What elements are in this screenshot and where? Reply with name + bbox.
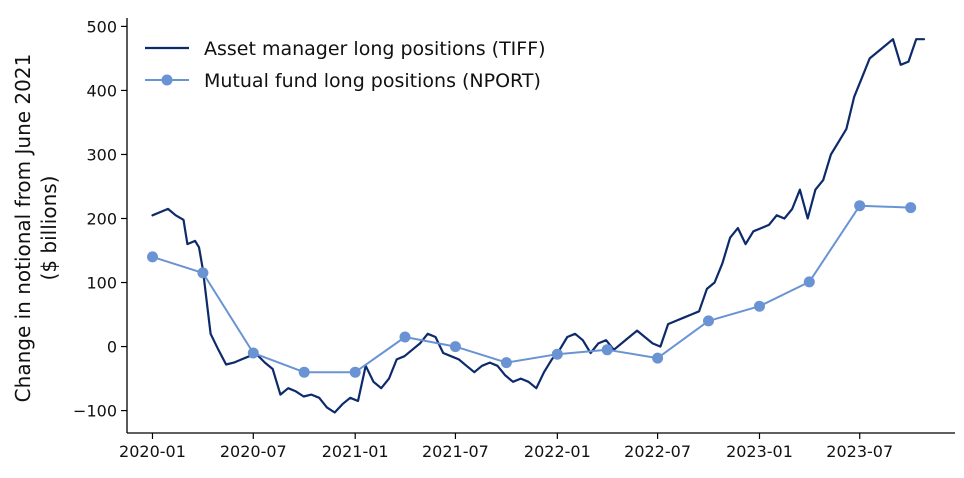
legend-label: Asset manager long positions (TIFF): [204, 38, 546, 60]
x-tick-label: 2020-07: [220, 442, 287, 461]
data-point-mutual-fund: [601, 344, 613, 356]
y-tick-label: 100: [86, 274, 117, 293]
axes: −100 0 100 200 300 400 500 2020-01 2020-07 2021-0…: [73, 17, 955, 461]
y-tick-label: 0: [107, 338, 117, 357]
data-point-mutual-fund: [349, 366, 361, 378]
x-tick-label: 2022-07: [624, 442, 691, 461]
y-axis-title-line2: ($ billions): [37, 176, 61, 281]
legend-marker: [161, 74, 173, 86]
y-tick-label: 300: [86, 145, 117, 164]
x-tick-label: 2023-01: [726, 442, 793, 461]
series-group: [147, 38, 926, 414]
y-tick-label: 200: [86, 209, 117, 228]
data-point-mutual-fund: [803, 276, 815, 288]
data-point-mutual-fund: [754, 300, 765, 312]
data-point-mutual-fund: [197, 267, 209, 279]
data-point-mutual-fund: [703, 315, 714, 327]
data-point-mutual-fund: [147, 251, 158, 263]
data-point-mutual-fund: [500, 357, 512, 369]
y-tick-label: −100: [73, 402, 117, 421]
x-tick-label: 2023-07: [826, 442, 893, 461]
data-point-mutual-fund: [854, 200, 866, 212]
data-point-mutual-fund: [652, 352, 664, 364]
series-line-mutual-fund-nport: [151, 204, 912, 374]
legend-label: Mutual fund long positions (NPORT): [204, 70, 541, 92]
data-point-mutual-fund: [298, 366, 310, 378]
data-point-mutual-fund: [247, 347, 259, 359]
x-tick-label: 2021-07: [422, 442, 489, 461]
x-tick-label: 2020-01: [119, 442, 186, 461]
legend: Asset manager long positions (TIFF) Mutua…: [145, 38, 546, 92]
data-point-mutual-fund: [399, 331, 411, 343]
data-point-mutual-fund: [905, 202, 917, 214]
series-line-asset-manager-tiff: [151, 38, 926, 414]
y-tick-label: 500: [86, 17, 117, 36]
data-point-mutual-fund: [449, 341, 461, 353]
x-tick-label: 2021-01: [322, 442, 389, 461]
y-axis-title-line1: Change in notional from June 2021: [11, 54, 35, 403]
data-point-mutual-fund: [551, 348, 563, 360]
x-tick-label: 2022-01: [524, 442, 591, 461]
y-tick-label: 400: [86, 81, 117, 100]
